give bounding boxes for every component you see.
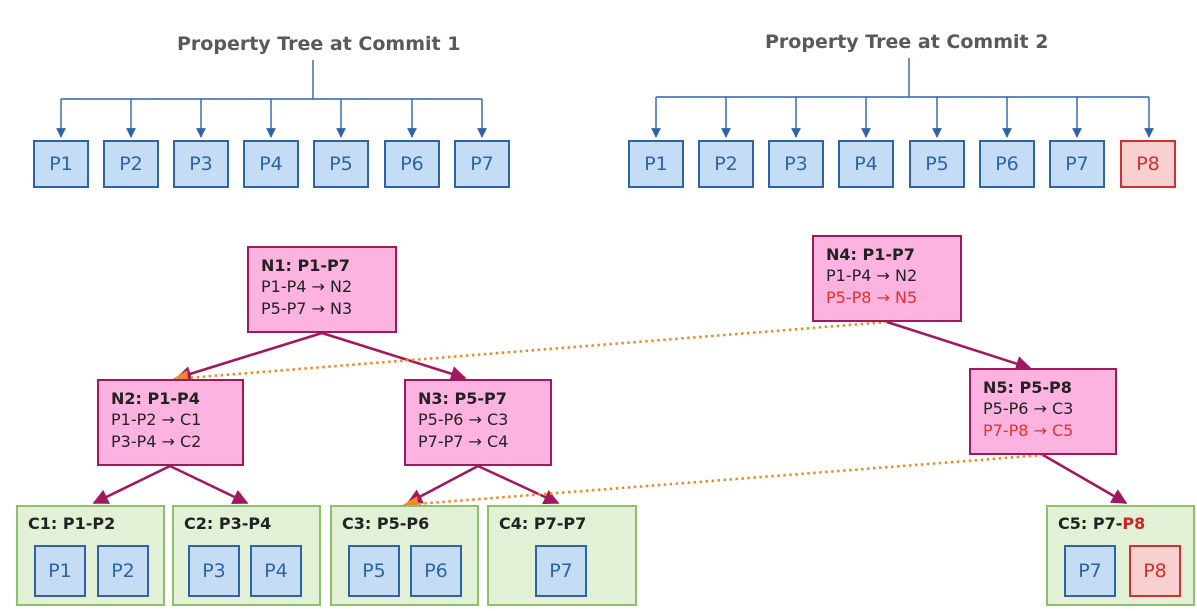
leaf-property-box: P7 bbox=[1064, 545, 1116, 597]
tree2-property-box: P6 bbox=[979, 140, 1035, 188]
leaf-property-box: P6 bbox=[410, 545, 462, 597]
tree1-property-box: P5 bbox=[313, 140, 369, 188]
node-entry-changed: P7-P8 → C5 bbox=[983, 421, 1074, 440]
tree2-property-box: P2 bbox=[698, 140, 754, 188]
tree2-property-box: P7 bbox=[1049, 140, 1105, 188]
edge-n1-n3 bbox=[321, 331, 467, 382]
edge-n2-c2 bbox=[169, 464, 249, 505]
node-title: N5: P5-P8 bbox=[983, 378, 1072, 397]
leaf-title-main: C5: P7- bbox=[1058, 514, 1123, 533]
leaf-c5: C5: P7-P8 P7 P8 bbox=[1046, 505, 1195, 606]
node-entry: P1-P2 → C1 bbox=[111, 410, 202, 429]
tree1-title: Property Tree at Commit 1 bbox=[177, 33, 461, 55]
edge-n3-c4 bbox=[477, 464, 560, 505]
leaf-title-new: P8 bbox=[1122, 514, 1146, 533]
tree1-property-box: P7 bbox=[454, 140, 510, 188]
tree1-property-box: P4 bbox=[243, 140, 299, 188]
edge-n3-c3 bbox=[406, 464, 479, 505]
leaf-c3: C3: P5-P6 P5 P6 bbox=[330, 505, 479, 606]
tree1-property-box: P1 bbox=[33, 140, 89, 188]
leaf-property-box-new: P8 bbox=[1129, 545, 1181, 597]
tree2-property-box: P4 bbox=[838, 140, 894, 188]
leaf-title: C3: P5-P6 bbox=[342, 514, 430, 533]
leaf-c4: C4: P7-P7 P7 bbox=[487, 505, 637, 606]
node-entry: P3-P4 → C2 bbox=[111, 432, 202, 451]
node-title: N2: P1-P4 bbox=[111, 389, 200, 408]
node-n2: N2: P1-P4 P1-P2 → C1 P3-P4 → C2 bbox=[97, 379, 244, 466]
leaf-title: C2: P3-P4 bbox=[184, 514, 272, 533]
tree2-connectors bbox=[651, 58, 1154, 138]
tree2-property-box: P5 bbox=[909, 140, 965, 188]
node-title: N1: P1-P7 bbox=[261, 256, 350, 275]
node-n4: N4: P1-P7 P1-P4 → N2 P5-P8 → N5 bbox=[812, 235, 962, 322]
reuse-edge-n5-c3 bbox=[402, 453, 1044, 512]
tree2-property-box: P3 bbox=[768, 140, 824, 188]
node-entry-changed: P5-P8 → N5 bbox=[826, 288, 918, 307]
tree1-connectors bbox=[56, 60, 487, 138]
node-entry: P5-P6 → C3 bbox=[418, 410, 509, 429]
node-entry: P5-P6 → C3 bbox=[983, 399, 1074, 418]
tree2-property-box: P1 bbox=[628, 140, 684, 188]
leaf-title: C1: P1-P2 bbox=[28, 514, 116, 533]
node-entry: P5-P7 → N3 bbox=[261, 299, 353, 318]
leaf-c1: C1: P1-P2 P1 P2 bbox=[16, 505, 165, 606]
node-n5: N5: P5-P8 P5-P6 → C3 P7-P8 → C5 bbox=[969, 368, 1117, 455]
leaf-title: C5: P7-P8 bbox=[1058, 514, 1145, 533]
node-entry: P1-P4 → N2 bbox=[826, 266, 918, 285]
leaf-property-box: P7 bbox=[535, 545, 587, 597]
tree2-property-box-new: P8 bbox=[1120, 140, 1176, 188]
tree1-property-box: P6 bbox=[384, 140, 440, 188]
tree1-property-box: P2 bbox=[103, 140, 159, 188]
reuse-edge-n4-n2 bbox=[172, 320, 888, 386]
leaf-property-box: P3 bbox=[188, 545, 240, 597]
leaf-c2: C2: P3-P4 P3 P4 bbox=[172, 505, 321, 606]
tree1-property-box: P3 bbox=[173, 140, 229, 188]
node-entry: P1-P4 → N2 bbox=[261, 277, 353, 296]
edge-n2-c1 bbox=[92, 464, 171, 505]
edge-n1-n2 bbox=[175, 331, 323, 382]
leaf-property-box: P5 bbox=[348, 545, 400, 597]
leaf-property-box: P4 bbox=[250, 545, 302, 597]
tree2-title: Property Tree at Commit 2 bbox=[765, 31, 1049, 53]
edge-n5-c5 bbox=[1042, 453, 1128, 505]
edge-n4-n5 bbox=[886, 320, 1032, 372]
node-n3: N3: P5-P7 P5-P6 → C3 P7-P7 → C4 bbox=[404, 379, 552, 466]
leaf-property-box: P2 bbox=[97, 545, 149, 597]
node-entry: P7-P7 → C4 bbox=[418, 432, 509, 451]
leaf-title: C4: P7-P7 bbox=[499, 514, 587, 533]
node-title: N4: P1-P7 bbox=[826, 245, 915, 264]
node-n1: N1: P1-P7 P1-P4 → N2 P5-P7 → N3 bbox=[247, 246, 397, 333]
node-title: N3: P5-P7 bbox=[418, 389, 507, 408]
leaf-property-box: P1 bbox=[34, 545, 86, 597]
